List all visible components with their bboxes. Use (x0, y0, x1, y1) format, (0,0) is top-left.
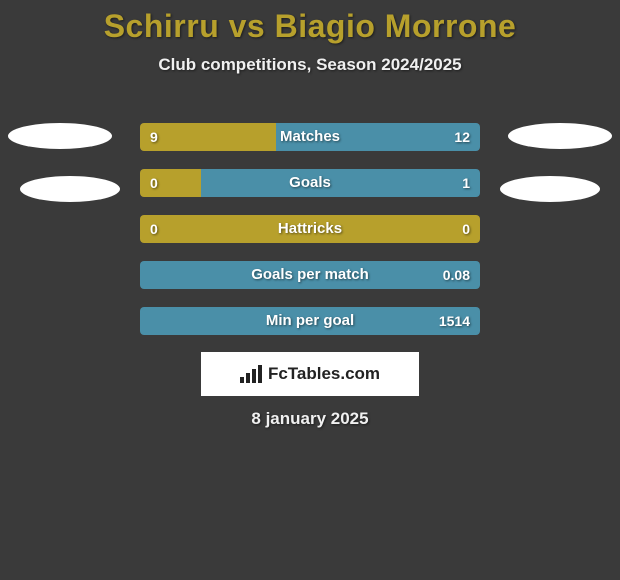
player-right-ellipse-2 (500, 176, 600, 202)
branding-text: FcTables.com (268, 364, 380, 384)
comparison-rows: 9 Matches 12 0 Goals 1 0 Hattricks 0 Goa… (140, 123, 480, 353)
stat-row: 9 Matches 12 (140, 123, 480, 151)
bar-chart-icon (240, 365, 262, 383)
stat-row: Goals per match 0.08 (140, 261, 480, 289)
player-right-ellipse-1 (508, 123, 612, 149)
stat-value-right: 12 (454, 123, 470, 151)
player-left-ellipse-2 (20, 176, 120, 202)
page-subtitle: Club competitions, Season 2024/2025 (0, 55, 620, 75)
date-text: 8 january 2025 (0, 409, 620, 429)
stat-label: Min per goal (140, 307, 480, 335)
stat-row: 0 Hattricks 0 (140, 215, 480, 243)
stat-label: Goals per match (140, 261, 480, 289)
stat-value-right: 1 (462, 169, 470, 197)
stat-row: Min per goal 1514 (140, 307, 480, 335)
stat-label: Hattricks (140, 215, 480, 243)
page-title: Schirru vs Biagio Morrone (0, 0, 620, 45)
stat-label: Goals (140, 169, 480, 197)
player-left-ellipse-1 (8, 123, 112, 149)
stat-row: 0 Goals 1 (140, 169, 480, 197)
stat-value-right: 0 (462, 215, 470, 243)
comparison-infographic: Schirru vs Biagio Morrone Club competiti… (0, 0, 620, 580)
stat-label: Matches (140, 123, 480, 151)
stat-value-right: 0.08 (443, 261, 470, 289)
stat-value-right: 1514 (439, 307, 470, 335)
branding-box: FcTables.com (201, 352, 419, 396)
